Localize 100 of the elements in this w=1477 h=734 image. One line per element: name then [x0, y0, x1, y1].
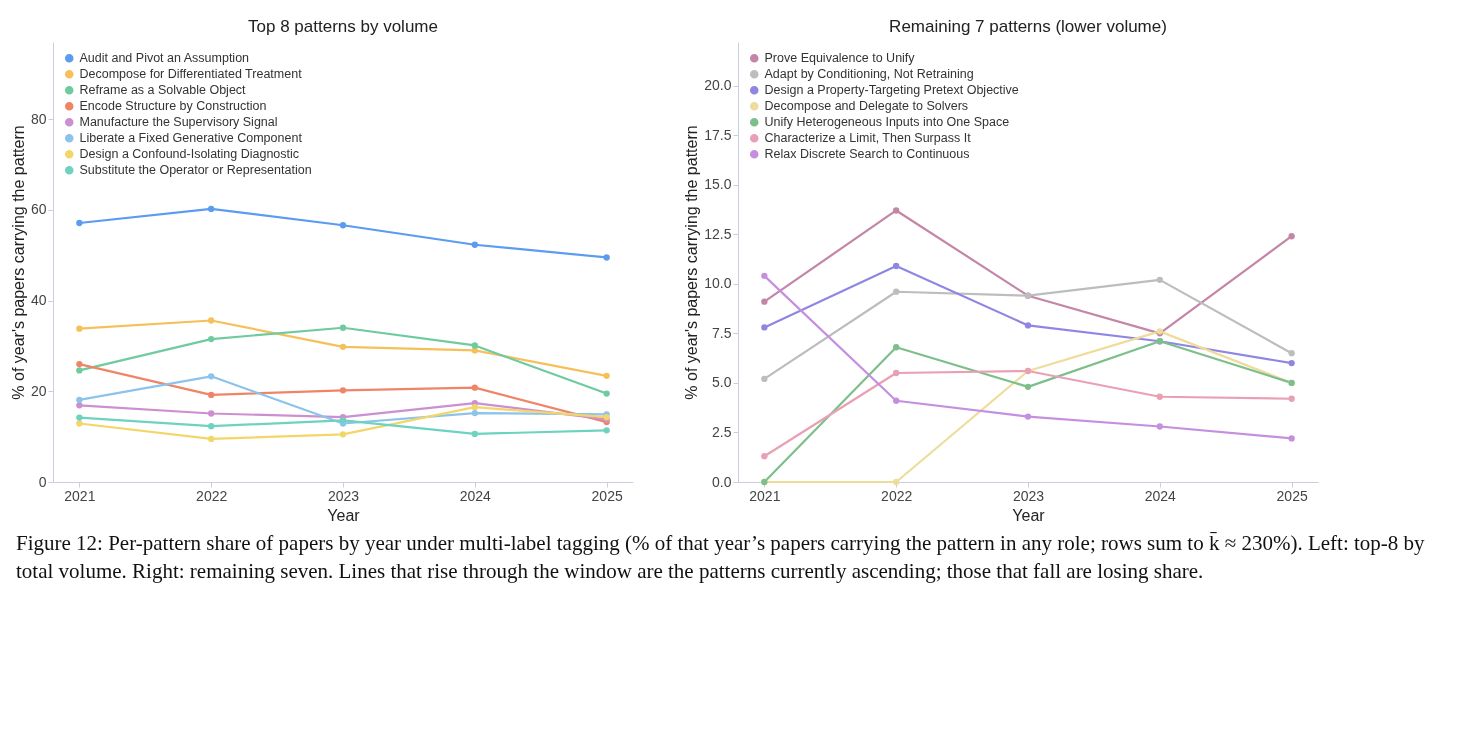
point: [76, 420, 83, 427]
y-tick-label: 0: [38, 473, 47, 490]
x-tick-label: 2025: [1276, 487, 1308, 504]
point: [1156, 423, 1163, 430]
legend-label: Characterize a Limit, Then Surpass It: [764, 131, 972, 146]
point: [208, 317, 215, 324]
legend-label: Design a Property-Targeting Pretext Objective: [764, 83, 1019, 98]
chart-title: Remaining 7 patterns (lower volume): [889, 17, 1167, 36]
point: [339, 343, 347, 350]
y-tick-label: 40: [30, 292, 47, 309]
x-tick-label: 2021: [64, 487, 96, 504]
legend-label: Audit and Pivot an Assumption: [79, 51, 250, 66]
x-axis-title: Year: [327, 506, 361, 524]
point: [76, 360, 83, 368]
point: [1288, 350, 1295, 357]
point: [761, 324, 768, 331]
point: [1024, 322, 1032, 329]
legend-label: Decompose and Delegate to Solvers: [764, 99, 969, 114]
x-tick-label: 2025: [591, 487, 623, 504]
y-tick-label: 17.5: [704, 126, 732, 143]
point: [471, 384, 478, 391]
point: [1024, 383, 1032, 391]
point: [208, 205, 215, 213]
point: [1156, 393, 1163, 400]
point: [208, 423, 215, 430]
point: [208, 373, 215, 380]
caption: Figure 12: Per-pattern share of papers by year under multi-label tagging (% of that year’s papers carrying the pattern in any role; rows sum to k̄ ≈ 230%). Left: top-8 by total volume. Right: remaining seven. Lines that rise through the window are the patterns currently ascending; those that fall are losing share.: [16, 530, 1426, 585]
x-tick-label: 2022: [881, 487, 913, 504]
legend-label: Prove Equivalence to Unify: [764, 51, 916, 66]
x-tick-label: 2021: [749, 487, 781, 504]
point: [1288, 233, 1295, 240]
point: [471, 342, 478, 349]
y-tick-label: 0.0: [712, 473, 732, 490]
y-tick-label: 60: [30, 201, 47, 218]
legend-label: Liberate a Fixed Generative Component: [79, 131, 303, 146]
point: [76, 367, 83, 374]
y-tick-label: 5.0: [712, 374, 732, 391]
legend-label: Design a Confound-Isolating Diagnostic: [79, 147, 300, 162]
point: [1156, 276, 1163, 283]
point: [893, 262, 900, 270]
point: [603, 427, 610, 434]
point: [893, 369, 900, 377]
point: [761, 375, 768, 383]
point: [1288, 359, 1295, 367]
x-tick-label: 2024: [1144, 487, 1177, 504]
point: [208, 391, 215, 399]
point: [761, 298, 768, 305]
chart-title: Top 8 patterns by volume: [248, 17, 438, 36]
point: [76, 219, 83, 227]
x-tick-label: 2023: [327, 487, 360, 504]
x-axis-title: Year: [1012, 506, 1046, 524]
point: [603, 372, 610, 380]
point: [893, 397, 900, 404]
point: [603, 254, 610, 261]
point: [1024, 413, 1032, 420]
point: [76, 325, 83, 332]
point: [893, 207, 900, 214]
y-tick-label: 20: [30, 382, 47, 399]
legend-label: Substitute the Operator or Representation: [79, 163, 312, 178]
point: [76, 396, 83, 404]
y-axis-title: % of year's papers carrying the pattern: [9, 125, 27, 400]
point: [339, 387, 347, 394]
legend-label: Relax Discrete Search to Continuous: [764, 147, 970, 162]
y-tick-label: 20.0: [704, 77, 732, 94]
legend-label: Decompose for Differentiated Treatment: [79, 67, 303, 82]
legend-label: Encode Structure by Construction: [79, 99, 267, 114]
y-tick-label: 10.0: [704, 275, 732, 292]
legend-label: Manufacture the Supervisory Signal: [79, 115, 278, 130]
point: [761, 272, 768, 280]
legend-label: Unify Heterogeneous Inputs into One Space: [764, 115, 1010, 130]
x-tick-label: 2024: [459, 487, 492, 504]
point: [893, 344, 900, 351]
point: [339, 222, 347, 229]
legend-label: Reframe as a Solvable Object: [79, 83, 247, 98]
point: [208, 410, 215, 417]
point: [76, 414, 83, 421]
point: [471, 404, 478, 411]
legend-label: Adapt by Conditioning, Not Retraining: [764, 67, 974, 82]
y-tick-label: 7.5: [712, 324, 732, 341]
x-tick-label: 2022: [196, 487, 228, 504]
point: [603, 390, 610, 397]
point: [1288, 395, 1295, 402]
point: [893, 288, 900, 295]
y-tick-label: 15.0: [704, 176, 732, 193]
point: [339, 324, 347, 331]
point: [208, 335, 215, 343]
y-tick-label: 80: [30, 110, 47, 127]
point: [471, 241, 478, 248]
point: [76, 402, 83, 409]
point: [761, 453, 768, 460]
point: [1288, 435, 1295, 442]
point: [471, 409, 478, 417]
x-tick-label: 2023: [1012, 487, 1045, 504]
y-axis-title: % of year's papers carrying the pattern: [683, 125, 701, 400]
point: [339, 431, 347, 438]
point: [471, 430, 478, 438]
point: [893, 478, 900, 486]
y-tick-label: 2.5: [712, 423, 732, 440]
point: [208, 435, 215, 443]
y-tick-label: 12.5: [704, 225, 732, 242]
